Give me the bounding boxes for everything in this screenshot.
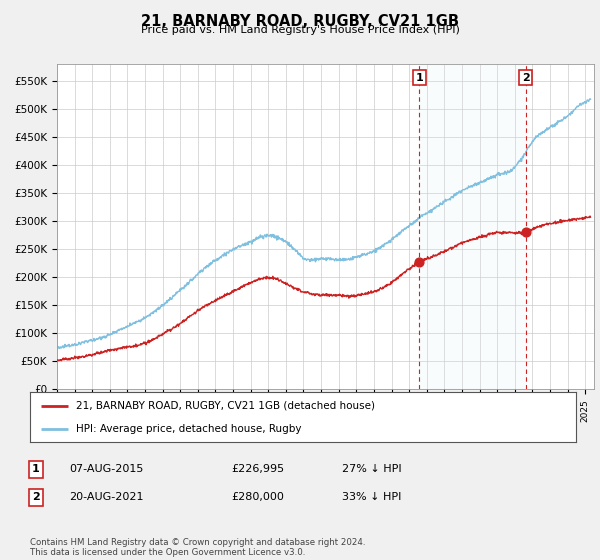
Text: 1: 1 — [32, 464, 40, 474]
Point — [415, 258, 424, 267]
Text: 20-AUG-2021: 20-AUG-2021 — [69, 492, 143, 502]
Text: HPI: Average price, detached house, Rugby: HPI: Average price, detached house, Rugb… — [76, 424, 302, 434]
Text: 33% ↓ HPI: 33% ↓ HPI — [342, 492, 401, 502]
Text: 1: 1 — [415, 72, 423, 82]
Point — [521, 228, 530, 237]
Text: 27% ↓ HPI: 27% ↓ HPI — [342, 464, 401, 474]
Text: 2: 2 — [522, 72, 530, 82]
Text: 21, BARNABY ROAD, RUGBY, CV21 1GB: 21, BARNABY ROAD, RUGBY, CV21 1GB — [141, 14, 459, 29]
Text: £226,995: £226,995 — [231, 464, 284, 474]
Text: 07-AUG-2015: 07-AUG-2015 — [69, 464, 143, 474]
Bar — [419, 64, 526, 389]
Text: £280,000: £280,000 — [231, 492, 284, 502]
Text: Price paid vs. HM Land Registry's House Price Index (HPI): Price paid vs. HM Land Registry's House … — [140, 25, 460, 35]
Text: Contains HM Land Registry data © Crown copyright and database right 2024.
This d: Contains HM Land Registry data © Crown c… — [30, 538, 365, 557]
Text: 21, BARNABY ROAD, RUGBY, CV21 1GB (detached house): 21, BARNABY ROAD, RUGBY, CV21 1GB (detac… — [76, 400, 376, 410]
Text: 2: 2 — [32, 492, 40, 502]
